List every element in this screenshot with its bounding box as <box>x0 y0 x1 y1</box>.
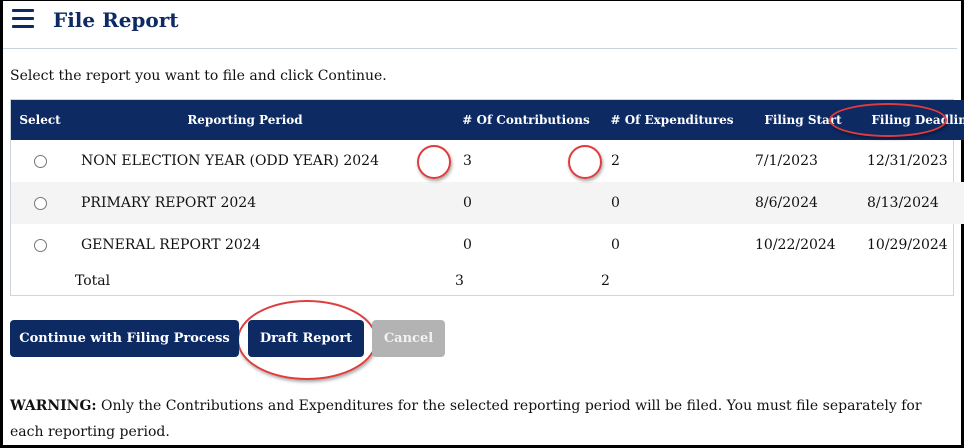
reporting-period: NON ELECTION YEAR (ODD YEAR) 2024 <box>81 153 379 169</box>
filing-start: 10/22/2024 <box>755 237 836 253</box>
cancel-button[interactable]: Cancel <box>372 320 445 357</box>
table-row: NON ELECTION YEAR (ODD YEAR) 2024 3 2 7/… <box>11 140 964 182</box>
contributions-count: 3 <box>463 153 472 169</box>
column-header-reporting-period: Reporting Period <box>187 113 303 127</box>
warning-label: WARNING: <box>10 398 97 414</box>
column-header-contributions: # Of Contributions <box>462 113 590 127</box>
select-radio[interactable] <box>33 238 47 252</box>
continue-filing-button[interactable]: Continue with Filing Process <box>10 320 239 357</box>
total-label: Total <box>75 273 111 289</box>
select-radio[interactable] <box>33 154 47 168</box>
total-contributions: 3 <box>455 273 464 289</box>
column-header-filing-deadline: Filing Deadline <box>871 113 964 127</box>
hamburger-menu-icon[interactable] <box>12 9 34 31</box>
expenditures-count: 2 <box>611 153 620 169</box>
warning-text: Only the Contributions and Expenditures … <box>10 398 922 440</box>
filing-deadline: 10/29/2024 <box>867 237 948 253</box>
table-row: GENERAL REPORT 2024 0 0 10/22/2024 10/29… <box>11 224 964 266</box>
total-expenditures: 2 <box>601 273 610 289</box>
total-row: Total 3 2 <box>11 266 964 296</box>
filing-deadline: 8/13/2024 <box>867 195 939 211</box>
column-header-select: Select <box>19 113 61 127</box>
reporting-period: PRIMARY REPORT 2024 <box>81 195 257 211</box>
filing-start: 7/1/2023 <box>755 153 818 169</box>
filing-start: 8/6/2024 <box>755 195 818 211</box>
warning-message: WARNING: Only the Contributions and Expe… <box>10 393 940 445</box>
expenditures-count: 0 <box>611 237 620 253</box>
filing-deadline: 12/31/2023 <box>867 153 948 169</box>
column-header-expenditures: # Of Expenditures <box>610 113 734 127</box>
draft-report-button[interactable]: Draft Report <box>248 320 364 357</box>
select-radio[interactable] <box>33 196 47 210</box>
expenditures-count: 0 <box>611 195 620 211</box>
contributions-count: 0 <box>463 237 472 253</box>
table-row: PRIMARY REPORT 2024 0 0 8/6/2024 8/13/20… <box>11 182 964 224</box>
page-header: File Report <box>3 0 957 49</box>
contributions-count: 0 <box>463 195 472 211</box>
instructions-text: Select the report you want to file and c… <box>10 68 387 84</box>
page-title: File Report <box>53 8 179 32</box>
table-header-row: Select Reporting Period # Of Contributio… <box>11 100 964 140</box>
reporting-period: GENERAL REPORT 2024 <box>81 237 261 253</box>
column-header-filing-start: Filing Start <box>764 113 842 127</box>
report-table: Select Reporting Period # Of Contributio… <box>10 99 964 296</box>
